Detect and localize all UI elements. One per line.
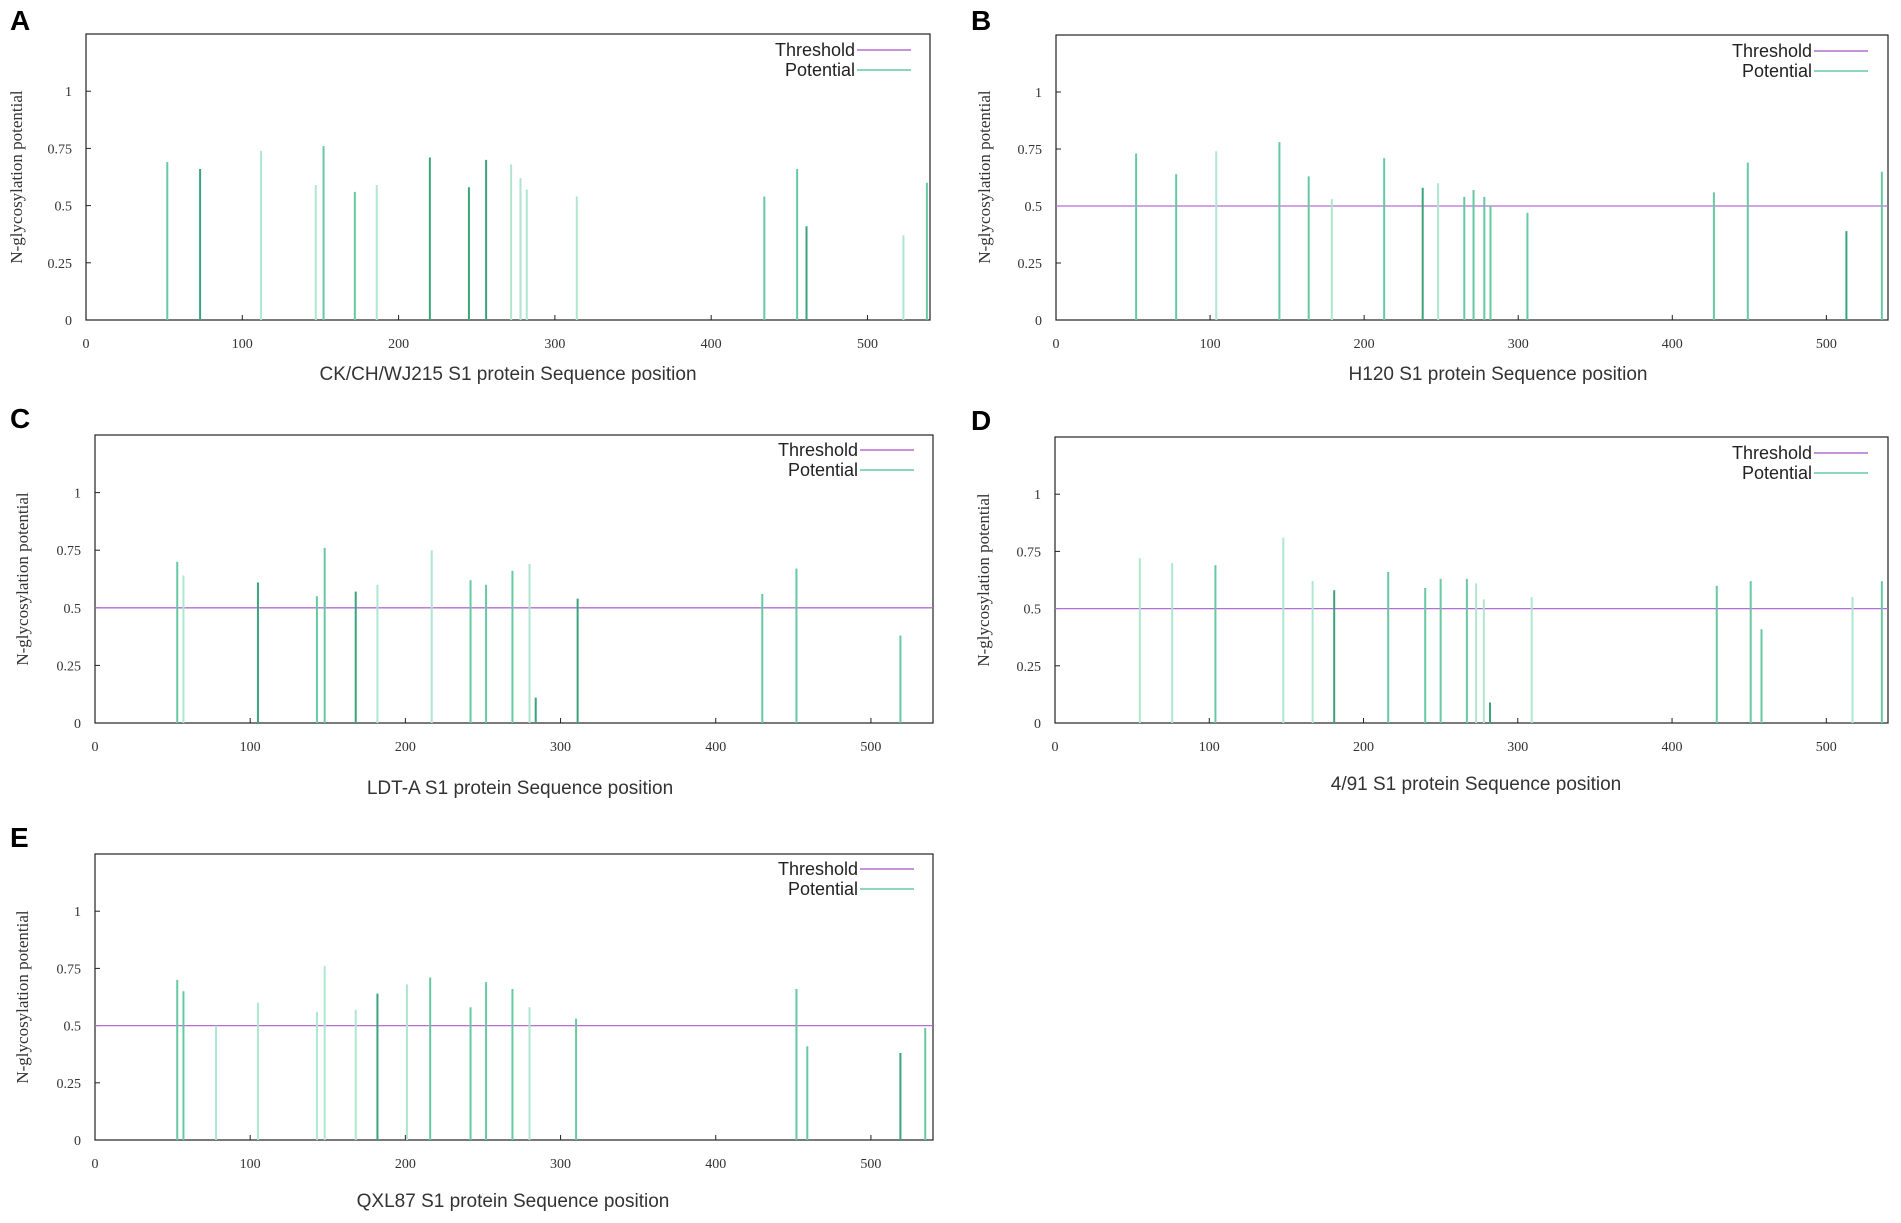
panel-C: C 0 0.25 0.5 0.75 1 0 100 200 300 400 500 LDT-A S1 p… [10, 403, 934, 799]
x-tick-label: 300 [1508, 337, 1529, 352]
panel-letter: B [971, 5, 991, 36]
plot-frame [94, 853, 934, 1141]
panel-B: B 0 0.25 0.5 0.75 1 0 100 200 300 400 500 H120 S1 pr… [971, 5, 1889, 385]
x-tick-label: 200 [395, 740, 416, 755]
x-tick-label: 500 [860, 740, 881, 755]
legend-potential-label: Potential [1742, 61, 1812, 81]
x-tick-label: 0 [92, 740, 99, 755]
y-tick-label: 0.25 [48, 257, 73, 272]
x-axis-label: 4/91 S1 protein Sequence position [1331, 774, 1622, 795]
x-tick-label: 400 [701, 337, 722, 352]
legend-threshold-label: Threshold [778, 440, 858, 460]
x-tick-label: 100 [240, 1157, 261, 1172]
y-tick-label: 1 [65, 85, 72, 100]
x-tick-label: 400 [705, 740, 726, 755]
x-tick-label: 300 [550, 740, 571, 755]
plot-frame [1054, 436, 1889, 724]
x-tick-label: 500 [860, 1157, 881, 1172]
legend-threshold-label: Threshold [1732, 41, 1812, 61]
plot-frame [1055, 34, 1889, 321]
panel-letter: A [10, 5, 30, 36]
panel-E: E 0 0.25 0.5 0.75 1 0 100 200 300 400 500 QXL87 S1 p… [10, 822, 934, 1212]
legend-threshold-label: Threshold [778, 859, 858, 879]
x-tick-label: 0 [92, 1157, 99, 1172]
y-axis-label: N-glycosylation potential [13, 492, 32, 666]
panel-letter: E [10, 822, 29, 853]
y-axis-label: N-glycosylation potential [974, 493, 993, 667]
x-axis-label: QXL87 S1 protein Sequence position [357, 1191, 670, 1212]
panel-D: D 0 0.25 0.5 0.75 1 0 100 200 300 400 500 4/91 S1 pr… [971, 405, 1889, 795]
y-tick-label: 0.5 [64, 602, 82, 617]
y-tick-label: 0 [74, 1134, 81, 1149]
x-tick-label: 0 [1052, 740, 1059, 755]
legend-threshold-label: Threshold [775, 40, 855, 60]
x-tick-label: 100 [1200, 337, 1221, 352]
y-tick-label: 0.75 [57, 962, 82, 977]
y-axis-label: N-glycosylation potential [975, 90, 994, 264]
y-tick-label: 0.75 [48, 142, 73, 157]
x-tick-label: 500 [1816, 337, 1837, 352]
y-tick-label: 0 [65, 314, 72, 329]
legend-potential-label: Potential [1742, 463, 1812, 483]
x-axis-label: H120 S1 protein Sequence position [1349, 364, 1648, 385]
x-tick-label: 200 [395, 1157, 416, 1172]
y-tick-label: 0 [1034, 717, 1041, 732]
x-tick-label: 500 [857, 337, 878, 352]
plot-frame [85, 33, 931, 321]
y-axis-label: N-glycosylation potential [7, 90, 26, 264]
x-tick-label: 500 [1816, 740, 1837, 755]
y-axis-label: N-glycosylation potential [13, 910, 32, 1084]
legend-potential-label: Potential [788, 460, 858, 480]
y-tick-label: 0 [74, 717, 81, 732]
legend-potential-label: Potential [785, 60, 855, 80]
y-tick-label: 0 [1035, 314, 1042, 329]
panel-A: A 0 0.25 0.5 0.75 1 0 100 200 300 400 500 CK/CH/WJ21… [7, 5, 931, 385]
y-tick-label: 0.5 [1024, 603, 1042, 618]
x-tick-label: 0 [83, 337, 90, 352]
y-tick-label: 0.5 [1025, 200, 1043, 215]
x-tick-label: 0 [1053, 337, 1060, 352]
panel-letter: D [971, 405, 991, 436]
y-tick-label: 0.25 [57, 659, 82, 674]
x-tick-label: 400 [1662, 740, 1683, 755]
x-tick-label: 300 [1507, 740, 1528, 755]
y-tick-label: 0.75 [1018, 143, 1043, 158]
x-tick-label: 100 [232, 337, 253, 352]
y-tick-label: 0.5 [64, 1020, 82, 1035]
y-tick-label: 0.25 [1018, 257, 1043, 272]
x-tick-label: 400 [705, 1157, 726, 1172]
y-tick-label: 0.75 [1017, 545, 1042, 560]
x-tick-label: 300 [550, 1157, 571, 1172]
y-tick-label: 1 [74, 905, 81, 920]
x-tick-label: 300 [544, 337, 565, 352]
legend-threshold-label: Threshold [1732, 443, 1812, 463]
x-tick-label: 200 [1353, 740, 1374, 755]
panel-letter: C [10, 403, 30, 434]
legend-potential-label: Potential [788, 879, 858, 899]
y-tick-label: 0.25 [1017, 660, 1042, 675]
plot-frame [94, 434, 934, 724]
y-tick-label: 1 [74, 487, 81, 502]
x-axis-label: CK/CH/WJ215 S1 protein Sequence position [319, 364, 696, 385]
y-tick-label: 1 [1034, 488, 1041, 503]
x-tick-label: 100 [1199, 740, 1220, 755]
y-tick-label: 0.75 [57, 544, 82, 559]
y-tick-label: 0.5 [55, 200, 73, 215]
x-tick-label: 200 [1354, 337, 1375, 352]
y-tick-label: 1 [1035, 86, 1042, 101]
x-axis-label: LDT-A S1 protein Sequence position [367, 778, 673, 799]
x-tick-label: 200 [388, 337, 409, 352]
x-tick-label: 100 [240, 740, 261, 755]
y-tick-label: 0.25 [57, 1077, 82, 1092]
x-tick-label: 400 [1662, 337, 1683, 352]
